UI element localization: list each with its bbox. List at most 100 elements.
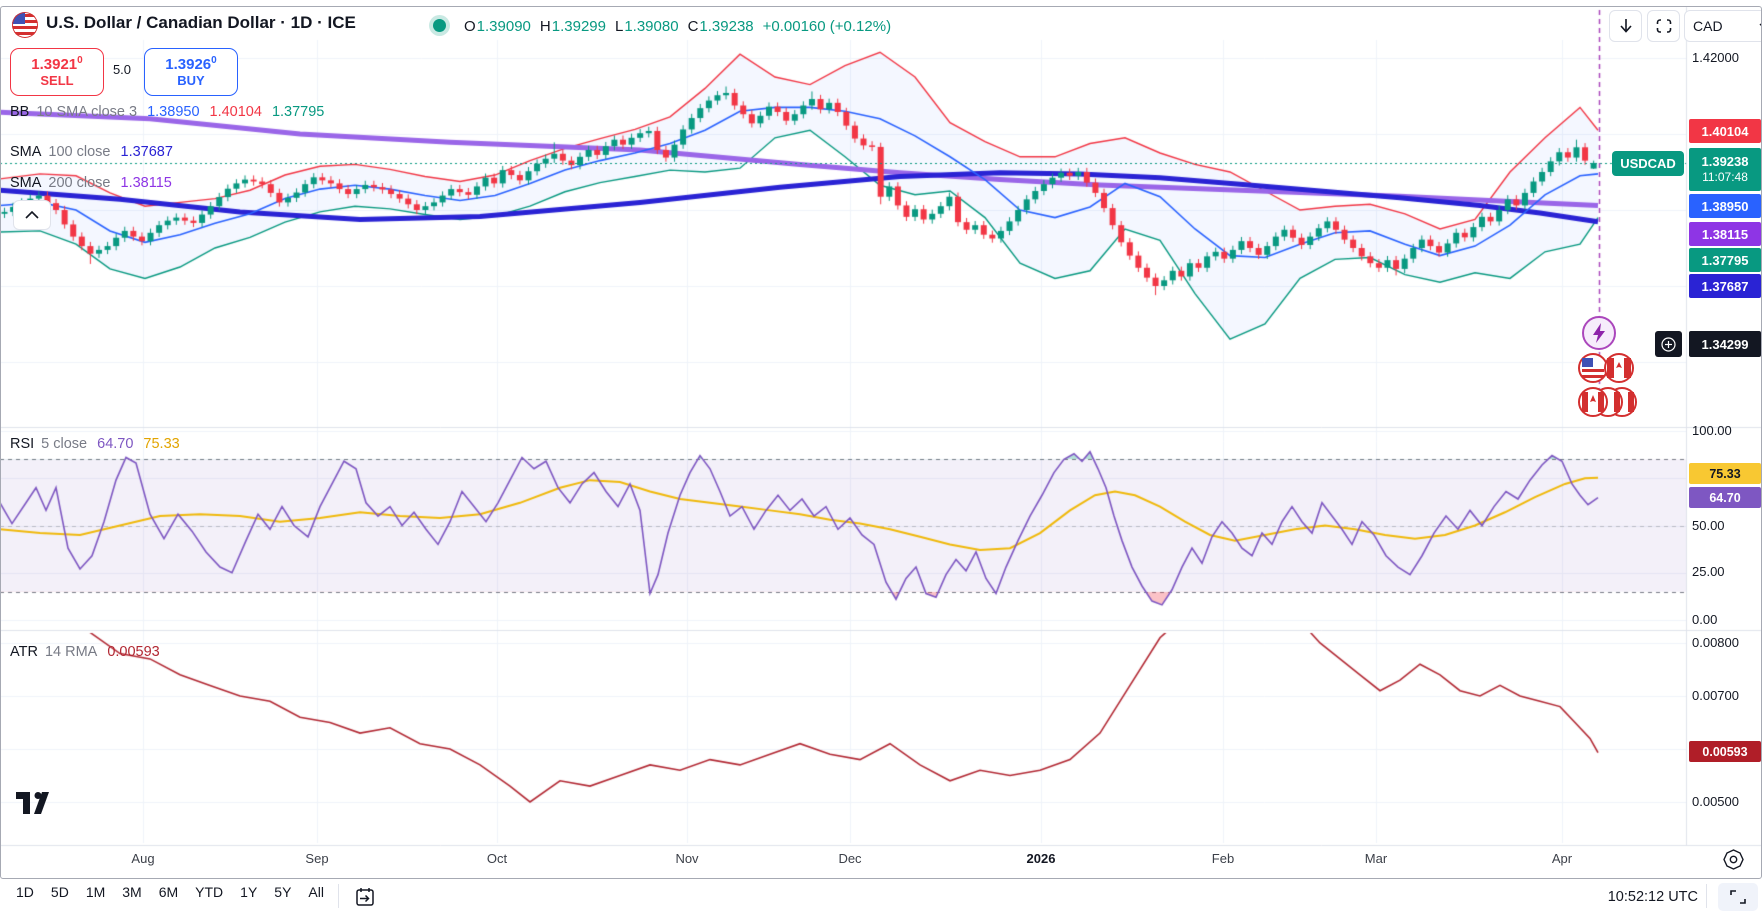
sell-button[interactable]: 1.39210 SELL <box>10 48 104 96</box>
indicator-name: ATR <box>10 644 38 660</box>
indicator-name: SMA <box>10 175 42 191</box>
indicator-value: 0.00593 <box>107 644 160 660</box>
last-price-badge: 1.39238 11:07:48 <box>1689 148 1761 191</box>
collapse-pane-button[interactable] <box>13 200 51 230</box>
market-status-dot[interactable] <box>433 19 446 32</box>
range-button-3m[interactable]: 3M <box>122 884 142 900</box>
time-axis-month-apr[interactable]: Apr <box>1551 851 1573 866</box>
arrow-down-icon <box>1619 19 1632 33</box>
atr-axis-label: 0.00800 <box>1692 635 1739 650</box>
scale-adjust-icon <box>1730 890 1746 904</box>
range-button-1m[interactable]: 1M <box>85 884 106 900</box>
toolbar-divider <box>338 884 339 908</box>
time-axis-month-feb[interactable]: Feb <box>1211 851 1235 866</box>
buy-button[interactable]: 1.39260 BUY <box>144 48 238 96</box>
price-level-badge: 1.37687 <box>1689 274 1761 298</box>
bar-countdown: 11:07:48 <box>1702 170 1748 185</box>
rsi-axis-label: 100.00 <box>1692 423 1732 438</box>
currency-dropdown[interactable]: CAD <box>1684 10 1762 42</box>
usd-cad-pair-icon[interactable] <box>1578 352 1636 384</box>
rsi-axis-label: 25.00 <box>1692 564 1725 579</box>
rsi-axis-label: 50.00 <box>1692 518 1725 533</box>
sell-label: SELL <box>40 72 74 88</box>
symbol-meta: · 1D · ICE <box>275 13 356 32</box>
ohlc-item: O 1.39090 <box>464 18 531 35</box>
usd-flag-icon <box>12 12 38 38</box>
indicator-value: 75.33 <box>143 436 180 452</box>
indicator-value: 1.37795 <box>271 104 325 120</box>
indicator-params: 200 close <box>48 175 111 191</box>
price-axis-label: 1.42000 <box>1692 50 1739 65</box>
ohlc-item: H 1.39299 <box>540 18 606 35</box>
ohlc-value: 1.39090 <box>476 18 531 35</box>
time-axis-month-oct[interactable]: Oct <box>486 851 508 866</box>
range-button-all[interactable]: All <box>308 884 324 900</box>
indicator-row-sma[interactable]: SMA 200 close 1.38115 <box>10 175 172 191</box>
cad-pairs-stack-icon[interactable] <box>1578 386 1638 418</box>
price-change: +0.00160 (+0.12%) <box>762 18 892 35</box>
time-axis-month-2026[interactable]: 2026 <box>1026 851 1056 866</box>
atr-axis-label: 0.00500 <box>1692 794 1739 809</box>
time-axis-month-mar[interactable]: Mar <box>1364 851 1388 866</box>
indicator-params: 10 SMA close 3 <box>36 104 138 120</box>
atr-axis-label: 0.00700 <box>1692 688 1739 703</box>
buy-label: BUY <box>177 72 205 88</box>
atr-value-badge: 0.00593 <box>1689 741 1761 762</box>
ohlc-values: O 1.39090 H 1.39299 L 1.39080 C 1.39238 +0.00160… <box>464 18 891 35</box>
spread-value: 5.0 <box>112 62 132 77</box>
currency-value: CAD <box>1693 18 1723 34</box>
ohlc-key: O <box>464 18 476 35</box>
scroll-to-latest-button[interactable] <box>1609 10 1642 42</box>
indicator-row-sma[interactable]: SMA 100 close 1.37687 <box>10 144 173 160</box>
instant-order-lightning-icon[interactable] <box>1581 315 1617 351</box>
indicator-value: 64.70 <box>97 436 134 452</box>
indicator-row-rsi[interactable]: RSI 5 close 64.70 75.33 <box>10 436 180 452</box>
indicator-value: 1.40104 <box>209 104 262 120</box>
fullscreen-icon <box>1656 19 1671 33</box>
last-price-value: 1.39238 <box>1701 153 1749 169</box>
indicator-value: 1.38115 <box>120 175 172 191</box>
price-level-badge: 1.40104 <box>1689 119 1761 143</box>
go-to-date-button[interactable] <box>350 883 380 911</box>
time-axis-settings-icon[interactable] <box>1722 848 1745 871</box>
time-axis-month-nov[interactable]: Nov <box>675 851 699 866</box>
rsi-value-badge: 64.70 <box>1689 487 1761 508</box>
price-level-badge: 1.38115 <box>1689 222 1761 246</box>
indicator-params: 100 close <box>48 144 111 160</box>
indicator-row-atr[interactable]: ATR 14 RMA 0.00593 <box>10 644 160 660</box>
range-button-6m[interactable]: 6M <box>158 884 179 900</box>
indicator-params: 14 RMA <box>44 644 98 660</box>
range-button-1d[interactable]: 1D <box>16 884 34 900</box>
indicator-value: 1.38950 <box>147 104 200 120</box>
range-button-ytd[interactable]: YTD <box>195 884 224 900</box>
ohlc-key: C <box>687 18 699 35</box>
indicator-params: 5 close <box>41 436 88 452</box>
symbol-price-label: USDCAD <box>1612 151 1684 176</box>
date-range-bar: 1D 5D 1M 3M 6M YTD 1Y 5Y All <box>16 884 324 900</box>
calendar-icon <box>356 888 374 906</box>
indicator-name: RSI <box>10 436 35 452</box>
symbol-title[interactable]: U.S. Dollar / Canadian Dollar · 1D · ICE <box>46 13 356 33</box>
time-axis-month-dec[interactable]: Dec <box>838 851 862 866</box>
ohlc-item: L 1.39080 <box>615 18 679 35</box>
indicator-name: BB <box>10 104 30 120</box>
chevron-up-icon <box>25 211 39 219</box>
price-level-badge: 1.37795 <box>1689 248 1761 272</box>
range-button-1y[interactable]: 1Y <box>240 884 258 900</box>
range-button-5d[interactable]: 5D <box>50 884 69 900</box>
time-axis-month-sep[interactable]: Sep <box>305 851 329 866</box>
ohlc-key: L <box>614 18 624 35</box>
add-alert-plus-icon[interactable] <box>1655 331 1682 357</box>
range-button-5y[interactable]: 5Y <box>274 884 292 900</box>
scale-adjust-button[interactable] <box>1718 883 1758 911</box>
ohlc-value: 1.39080 <box>624 18 679 35</box>
indicator-row-bb[interactable]: BB 10 SMA close 3 1.38950 1.40104 1.37795 <box>10 104 324 120</box>
tradingview-logo[interactable] <box>16 792 52 822</box>
time-axis-month-aug[interactable]: Aug <box>131 851 155 866</box>
fullscreen-button[interactable] <box>1647 10 1680 42</box>
session-clock[interactable]: 10:52:12 UTC <box>1607 889 1698 905</box>
ohlc-value: 1.39299 <box>551 18 606 35</box>
sell-price: 1.39210 <box>31 55 83 74</box>
